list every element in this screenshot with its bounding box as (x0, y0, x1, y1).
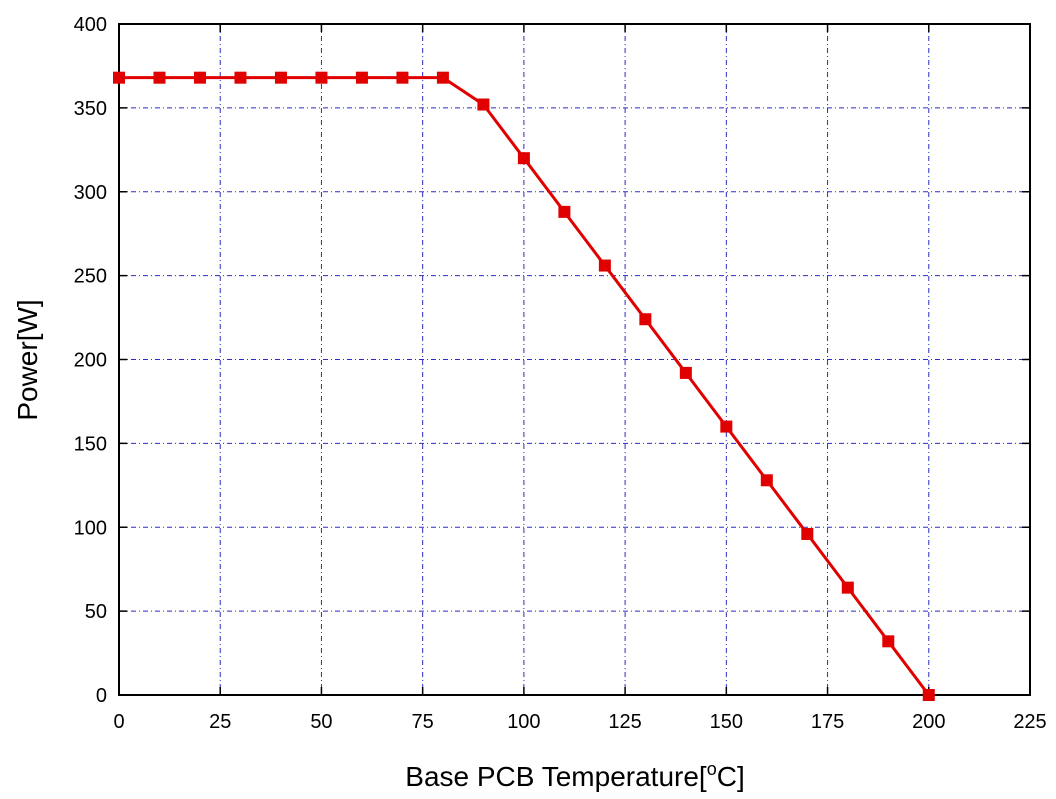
tick-labels: 0 25 50 75 100 125 150 175 200 225 0 50 100 150 200 250… (74, 14, 1047, 733)
data-point-marker (396, 71, 409, 84)
x-tick-label: 75 (412, 711, 434, 733)
data-point-marker (477, 98, 490, 111)
y-tick-label: 200 (74, 350, 107, 372)
x-tick-label: 25 (209, 711, 231, 733)
x-tick-label: 50 (310, 711, 332, 733)
x-axis-title: Base PCB Temperature[oC] (405, 759, 744, 792)
data-point-marker (841, 581, 854, 594)
data-point-marker (922, 689, 935, 701)
series-layer (113, 71, 935, 701)
x-axis-title-main: Base PCB Temperature[ (405, 761, 707, 792)
x-tick-label: 175 (811, 711, 844, 733)
data-point-marker (234, 71, 247, 84)
y-tick-label: 300 (74, 182, 107, 204)
y-tick-label: 250 (74, 266, 107, 288)
y-tick-label: 400 (74, 14, 107, 36)
data-point-marker (315, 71, 328, 84)
data-point-marker (153, 71, 166, 84)
x-tick-label: 100 (507, 711, 540, 733)
data-point-marker (517, 152, 530, 165)
x-tick-label: 0 (113, 711, 124, 733)
y-tick-label: 350 (74, 98, 107, 120)
data-point-marker (679, 366, 692, 379)
data-point-marker (558, 205, 571, 218)
data-point-marker (598, 259, 611, 272)
x-tick-label: 225 (1013, 711, 1046, 733)
x-axis-title-suffix: C] (717, 761, 745, 792)
y-tick-label: 50 (85, 601, 107, 623)
data-point-marker (720, 420, 733, 433)
grid-lines (119, 24, 1030, 695)
data-point-marker (193, 71, 206, 84)
y-tick-label: 0 (96, 685, 107, 707)
data-point-marker (355, 71, 368, 84)
y-tick-label: 100 (74, 517, 107, 539)
y-tick-label: 150 (74, 433, 107, 455)
data-point-marker (274, 71, 287, 84)
data-point-marker (639, 313, 652, 326)
data-point-marker (882, 635, 895, 648)
x-axis-title-superscript: o (707, 759, 717, 779)
x-tick-label: 150 (710, 711, 743, 733)
x-tick-label: 200 (912, 711, 945, 733)
y-axis-title: Power[W] (12, 299, 43, 420)
data-point-marker (436, 71, 449, 84)
data-point-marker (760, 474, 773, 487)
data-point-marker (113, 71, 125, 84)
x-tick-label: 125 (608, 711, 641, 733)
data-point-marker (801, 527, 814, 540)
